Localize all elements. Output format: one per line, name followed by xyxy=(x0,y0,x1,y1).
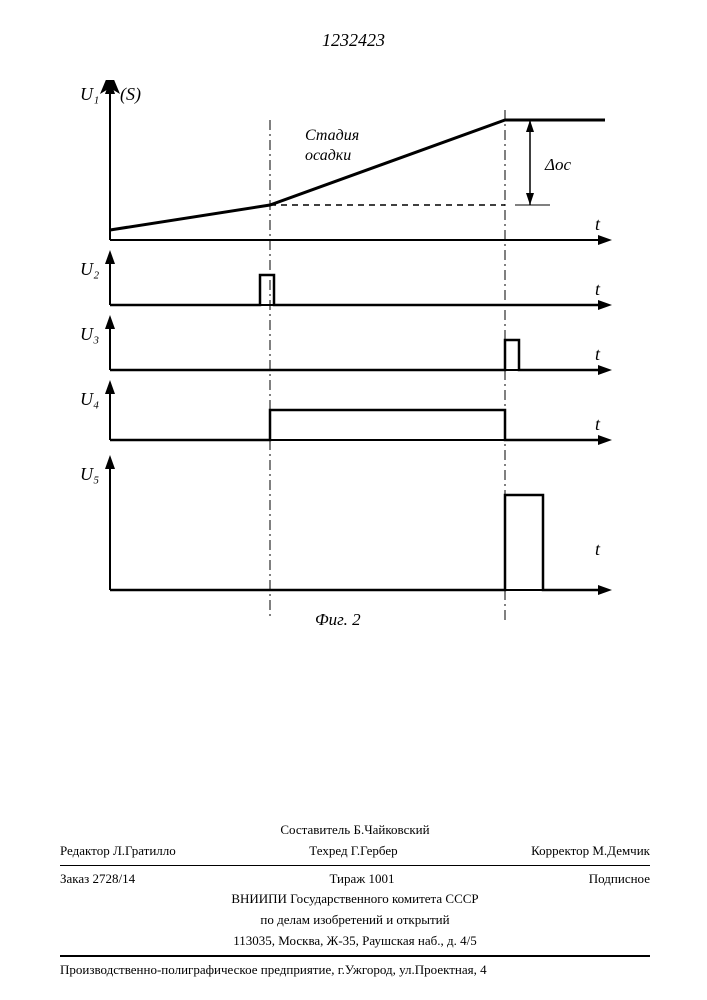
u1-s-label: (S) xyxy=(120,84,141,105)
compiler-line: Составитель Б.Чайковский xyxy=(60,820,650,841)
u4-trace xyxy=(110,410,600,440)
org-3: 113035, Москва, Ж-35, Раушская наб., д. … xyxy=(60,931,650,952)
stage-label-1: Стадия xyxy=(305,127,359,144)
u3-label: U₃ xyxy=(80,324,99,344)
u1-t-label: t xyxy=(595,214,601,234)
u3-trace xyxy=(110,340,600,370)
svg-text:t: t xyxy=(595,344,601,364)
u5-label: U₅ xyxy=(80,464,99,484)
u2-label: U₂ xyxy=(80,259,99,279)
u2-trace xyxy=(110,275,600,305)
printer-line: Производственно-полиграфическое предприя… xyxy=(60,960,650,981)
svg-text:t: t xyxy=(595,279,601,299)
editor: Редактор Л.Гратилло xyxy=(60,841,176,862)
order-no: Заказ 2728/14 xyxy=(60,869,135,890)
tehred: Техред Г.Гербер xyxy=(309,841,397,862)
timing-diagram: U₁ (S) t Стадия осадки Δос U₂ t U₃ t U₄ … xyxy=(60,80,640,640)
svg-text:t: t xyxy=(595,414,601,434)
u1-label: U₁ xyxy=(80,84,99,104)
svg-text:t: t xyxy=(595,539,601,559)
stage-label-2: осадки xyxy=(305,147,351,164)
org-1: ВНИИПИ Государственного комитета СССР xyxy=(60,889,650,910)
tirage: Тираж 1001 xyxy=(329,869,394,890)
corrector: Корректор М.Демчик xyxy=(531,841,650,862)
delta-label: Δос xyxy=(544,155,571,174)
org-2: по делам изобретений и открытий xyxy=(60,910,650,931)
u5-trace xyxy=(110,495,600,590)
u4-label: U₄ xyxy=(80,389,99,409)
figure-caption: Фиг. 2 xyxy=(315,610,361,629)
subscription: Подписное xyxy=(589,869,650,890)
page-number: 1232423 xyxy=(0,30,707,51)
imprint-block: Составитель Б.Чайковский Редактор Л.Грат… xyxy=(60,820,650,981)
